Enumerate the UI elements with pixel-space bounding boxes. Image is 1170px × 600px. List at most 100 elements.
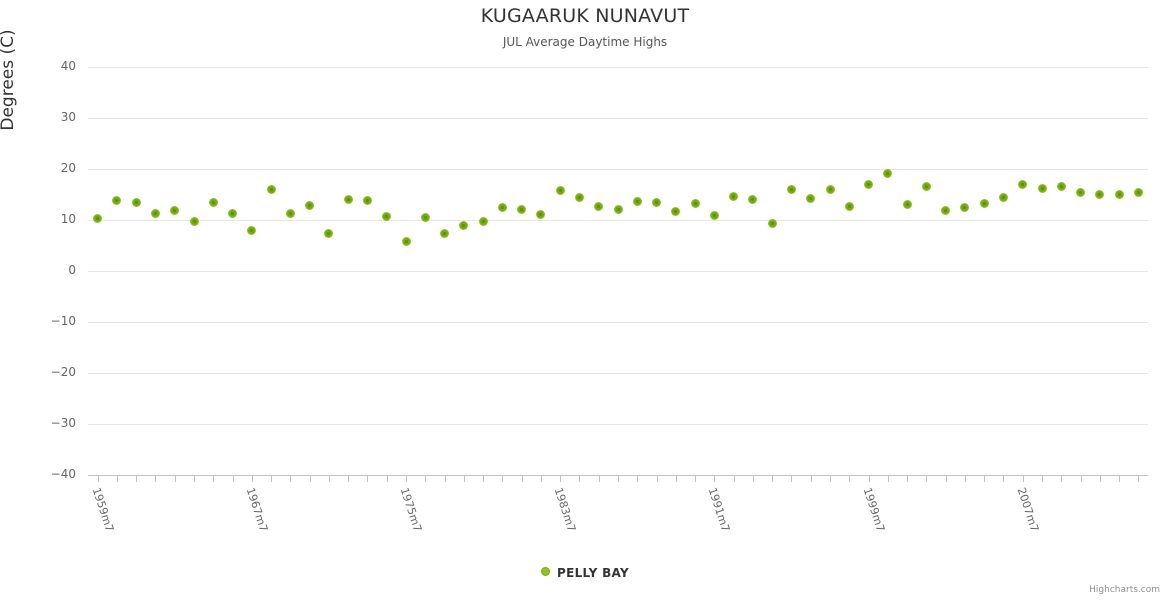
chart-title: KUGAARUK NUNAVUT	[480, 5, 690, 27]
legend: PELLY BAY	[0, 562, 1170, 581]
data-point[interactable]	[767, 218, 777, 228]
x-axis-tick	[637, 475, 638, 482]
data-point[interactable]	[170, 206, 180, 216]
data-point[interactable]	[93, 213, 103, 223]
x-axis-tick	[888, 475, 889, 482]
x-axis-tick-label: 1959m7	[89, 486, 116, 534]
x-axis-tick	[155, 475, 156, 482]
x-axis-tick-label: 1983m7	[551, 486, 579, 534]
data-point[interactable]	[1095, 190, 1105, 199]
x-axis-tick	[117, 475, 118, 482]
x-axis-tick	[791, 475, 792, 482]
data-point[interactable]	[440, 228, 450, 238]
data-point[interactable]	[343, 195, 353, 205]
chart-subtitle: JUL Average Daytime Highs	[502, 35, 668, 49]
data-point[interactable]	[459, 221, 469, 231]
data-point[interactable]	[324, 229, 334, 239]
x-axis-tick	[483, 475, 484, 482]
data-point[interactable]	[690, 199, 700, 209]
data-point[interactable]	[825, 185, 835, 195]
data-point[interactable]	[806, 193, 816, 203]
x-axis-tick-label: 1967m7	[243, 486, 270, 534]
data-point[interactable]	[189, 216, 199, 226]
legend-item-pelly-bay[interactable]: PELLY BAY	[541, 562, 629, 581]
data-point[interactable]	[748, 194, 758, 204]
x-axis-tick	[541, 475, 542, 482]
data-point[interactable]	[1018, 180, 1028, 190]
data-point[interactable]	[208, 198, 218, 208]
data-point[interactable]	[228, 208, 238, 218]
x-axis-tick	[136, 475, 137, 482]
x-axis-tick	[830, 475, 831, 482]
data-point[interactable]	[594, 201, 604, 211]
data-point[interactable]	[998, 192, 1008, 202]
x-axis-tick	[849, 475, 850, 482]
y-axis-tick-label: −20	[50, 365, 76, 379]
x-axis-tick	[965, 475, 966, 482]
y-axis-tick-label: −30	[50, 416, 76, 430]
data-point[interactable]	[497, 203, 507, 213]
data-point[interactable]	[864, 179, 874, 189]
x-axis-tick	[753, 475, 754, 482]
y-axis-tick-label: 40	[60, 59, 76, 73]
data-point[interactable]	[382, 212, 392, 222]
x-axis-tick	[348, 475, 349, 482]
x-axis-tick-label: 1975m7	[397, 486, 425, 534]
data-point[interactable]	[921, 181, 931, 191]
data-point[interactable]	[517, 204, 527, 214]
data-point[interactable]	[729, 192, 739, 202]
highcharts-credit[interactable]: Highcharts.com	[1089, 585, 1160, 595]
x-axis-tick	[290, 475, 291, 482]
x-axis-tick	[233, 475, 234, 482]
y-axis-title: Degrees (C)	[0, 29, 18, 131]
data-point[interactable]	[362, 196, 372, 206]
legend-item-label: PELLY BAY	[557, 565, 629, 580]
data-point[interactable]	[979, 199, 989, 209]
x-axis-tick	[310, 475, 311, 482]
data-point[interactable]	[536, 209, 546, 219]
data-point[interactable]	[671, 206, 681, 216]
data-point[interactable]	[1076, 188, 1086, 198]
data-point[interactable]	[883, 168, 893, 178]
data-point[interactable]	[131, 197, 141, 207]
data-point[interactable]	[266, 184, 276, 194]
x-axis-tick	[946, 475, 947, 482]
data-point[interactable]	[632, 197, 642, 207]
x-axis-tick	[734, 475, 735, 482]
x-axis-tick	[560, 475, 561, 482]
x-axis-tick	[1061, 475, 1062, 482]
x-axis-tick	[175, 475, 176, 482]
data-point[interactable]	[1114, 190, 1124, 199]
data-point[interactable]	[112, 196, 122, 206]
data-point[interactable]	[401, 237, 411, 247]
data-point[interactable]	[652, 198, 662, 208]
data-point[interactable]	[574, 192, 584, 202]
data-point[interactable]	[941, 206, 951, 216]
x-axis-tick	[329, 475, 330, 482]
data-point[interactable]	[1133, 188, 1143, 198]
data-point[interactable]	[555, 186, 565, 196]
x-axis-tick-label: 1999m7	[860, 486, 887, 534]
data-point[interactable]	[960, 203, 970, 213]
data-point[interactable]	[1037, 184, 1047, 194]
x-axis-tick	[406, 475, 407, 482]
data-point[interactable]	[420, 213, 430, 223]
data-point[interactable]	[150, 209, 160, 219]
data-point[interactable]	[1056, 182, 1066, 192]
data-point[interactable]	[247, 226, 257, 236]
y-axis-tick-label: 10	[60, 212, 76, 226]
x-axis-tick	[1023, 475, 1024, 482]
data-point[interactable]	[844, 201, 854, 211]
plot-area	[88, 67, 1148, 475]
data-point[interactable]	[285, 208, 295, 218]
x-axis-tick	[657, 475, 658, 482]
gridline	[88, 424, 1148, 425]
data-point[interactable]	[902, 200, 912, 210]
data-point[interactable]	[709, 210, 719, 220]
data-point[interactable]	[305, 201, 315, 211]
y-axis-tick-label: −40	[50, 467, 76, 481]
x-axis-tick	[1042, 475, 1043, 482]
data-point[interactable]	[786, 184, 796, 194]
data-point[interactable]	[613, 204, 623, 214]
data-point[interactable]	[478, 217, 488, 227]
